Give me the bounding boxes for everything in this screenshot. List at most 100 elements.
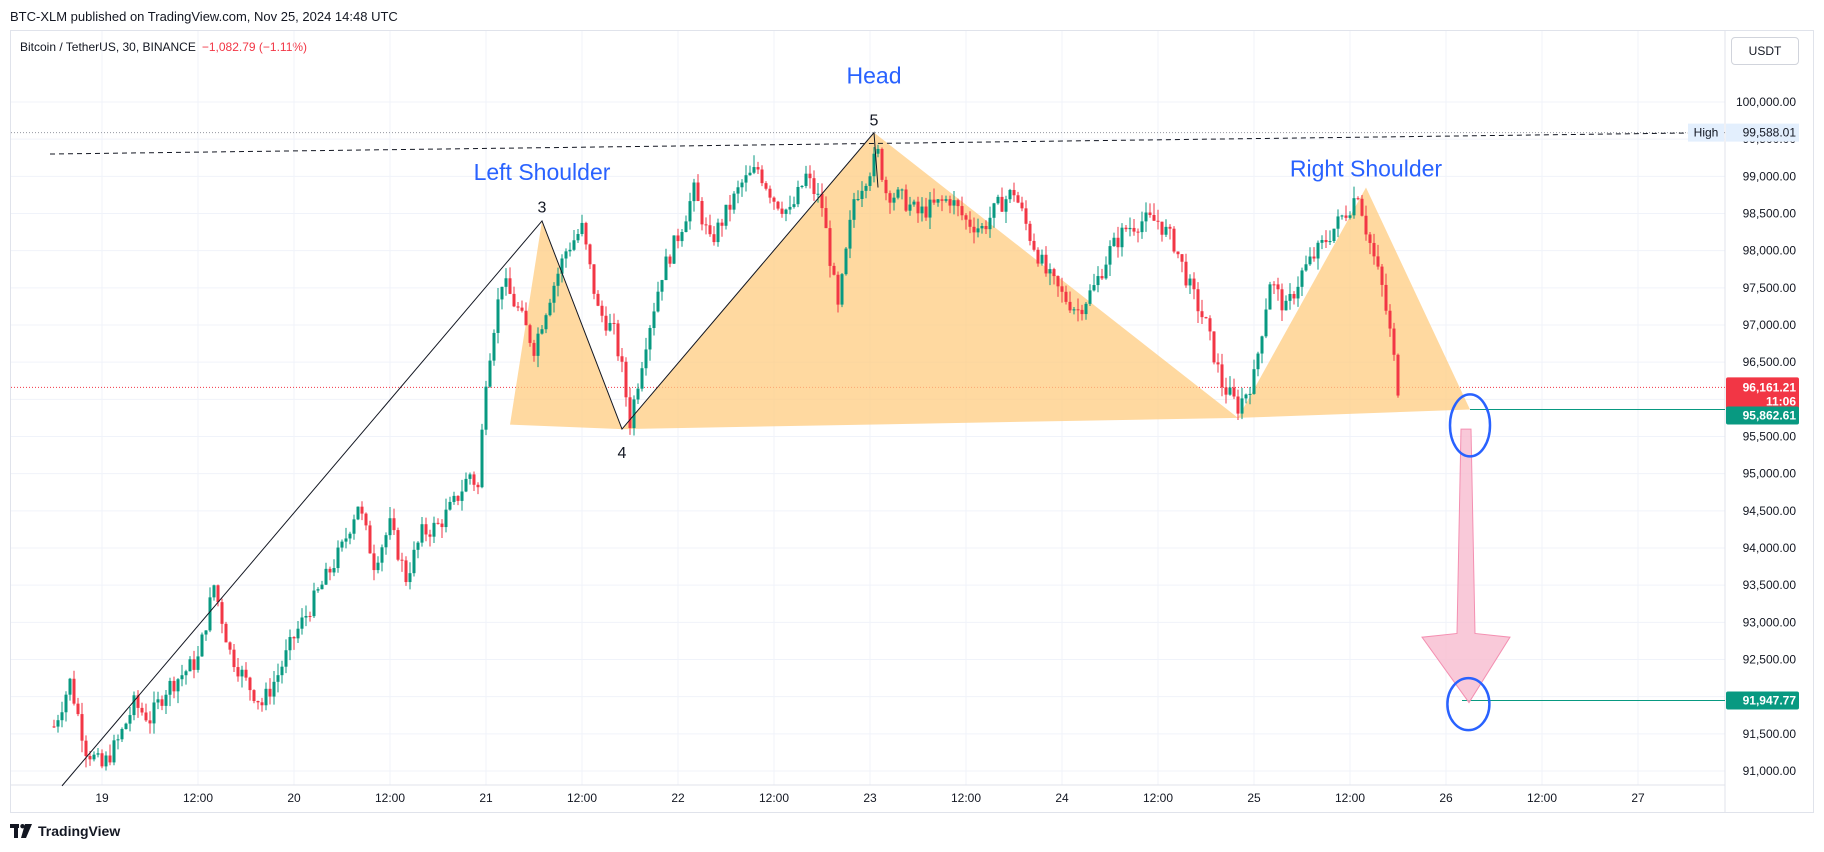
candle-body [984,226,988,230]
candle-body [504,278,508,287]
y-tick-label: 98,000.00 [1743,244,1797,258]
candle-body [488,360,492,387]
candle-body [916,201,920,214]
y-tick-label: 91,500.00 [1743,727,1797,741]
candle-body [192,659,196,670]
y-tick-label: 91,000.00 [1743,764,1797,778]
candle-body [828,228,832,266]
candle-body [932,199,936,203]
x-tick-label: 27 [1631,791,1645,805]
head-label: Head [847,62,902,88]
candle-body [1228,387,1232,395]
candle-body [636,388,640,400]
candle-body [548,302,552,316]
candle-body [136,695,140,708]
y-tick-label: 96,500.00 [1743,355,1797,369]
candle-body [1156,220,1160,222]
candle-body [680,232,684,242]
candle-body [684,221,688,233]
candle-body [608,322,612,331]
candle-body [988,217,992,230]
x-tick-label: 21 [479,791,493,805]
candle-body [252,690,256,702]
candle-body [1296,286,1300,299]
candle-body [1308,256,1312,265]
candle-body [376,562,380,571]
candle-body [1368,234,1372,243]
candle-body [1196,289,1200,312]
candle-body [1240,398,1244,414]
candle-body [312,590,316,617]
candle-body [320,584,324,590]
candle-body [1032,240,1036,250]
candle-body [592,264,596,294]
candle-body [92,754,96,760]
candle-body [1188,278,1192,286]
symbol-legend[interactable]: Bitcoin / TetherUS, 30, BINANCE −1,082.79… [20,40,307,54]
candle-body [144,712,148,721]
candle-body [300,617,304,629]
candle-body [744,175,748,183]
candle-body [872,153,876,177]
candle-body [152,702,156,724]
candle-body [644,349,648,369]
candle-body [1280,289,1284,311]
candle-body [780,208,784,214]
candle-body [1304,264,1308,271]
candle-body [112,740,116,763]
candle-body [1068,301,1072,311]
candle-body [564,251,568,259]
candle-body [664,256,668,281]
candle-body [1048,269,1052,274]
pivot-label-4: 4 [618,445,627,462]
candle-body [244,669,248,678]
candle-body [1396,354,1400,396]
right-shoulder-label: Right Shoulder [1290,155,1442,181]
candle-body [1252,369,1256,394]
candle-body [340,541,344,548]
candle-body [704,224,708,226]
tradingview-brand: TradingView [38,823,121,839]
y-tick-label: 100,000.00 [1736,95,1796,109]
candle-body [372,553,376,571]
candle-body [1120,227,1124,248]
pivot-label-5: 5 [870,113,879,130]
candle-body [1184,261,1188,286]
symbol-name[interactable]: Bitcoin / TetherUS, 30, BINANCE [20,40,196,54]
candle-body [96,753,100,755]
candle-body [980,226,984,229]
candle-body [1144,212,1148,222]
candle-body [892,197,896,203]
candle-body [772,197,776,202]
candle-body [1380,266,1384,285]
candle-body [1200,311,1204,318]
candle-body [856,199,860,201]
candle-body [444,509,448,528]
candle-body [1072,309,1076,311]
candle-body [64,694,68,713]
candle-body [1124,227,1128,230]
candle-body [1084,303,1088,315]
x-tick-label: 12:00 [951,791,981,805]
candle-body [512,293,516,307]
candle-body [1236,396,1240,414]
currency-button[interactable]: USDT [1731,37,1799,65]
candle-body [968,219,972,227]
x-tick-label: 26 [1439,791,1453,805]
candle-body [460,491,464,501]
candle-body [476,484,480,488]
candle-body [1352,198,1356,216]
candle-body [1292,293,1296,299]
candle-body [536,333,540,356]
price-change: −1,082.79 (−1.11%) [201,40,308,54]
candle-body [200,634,204,657]
candle-body [1128,227,1132,230]
x-tick-label: 12:00 [1143,791,1173,805]
tradingview-logo[interactable]: TradingView [10,823,120,839]
candle-body [492,332,496,361]
candle-body [1044,254,1048,274]
candle-body [456,495,460,501]
candle-body [656,291,660,312]
candle-body [1260,336,1264,354]
